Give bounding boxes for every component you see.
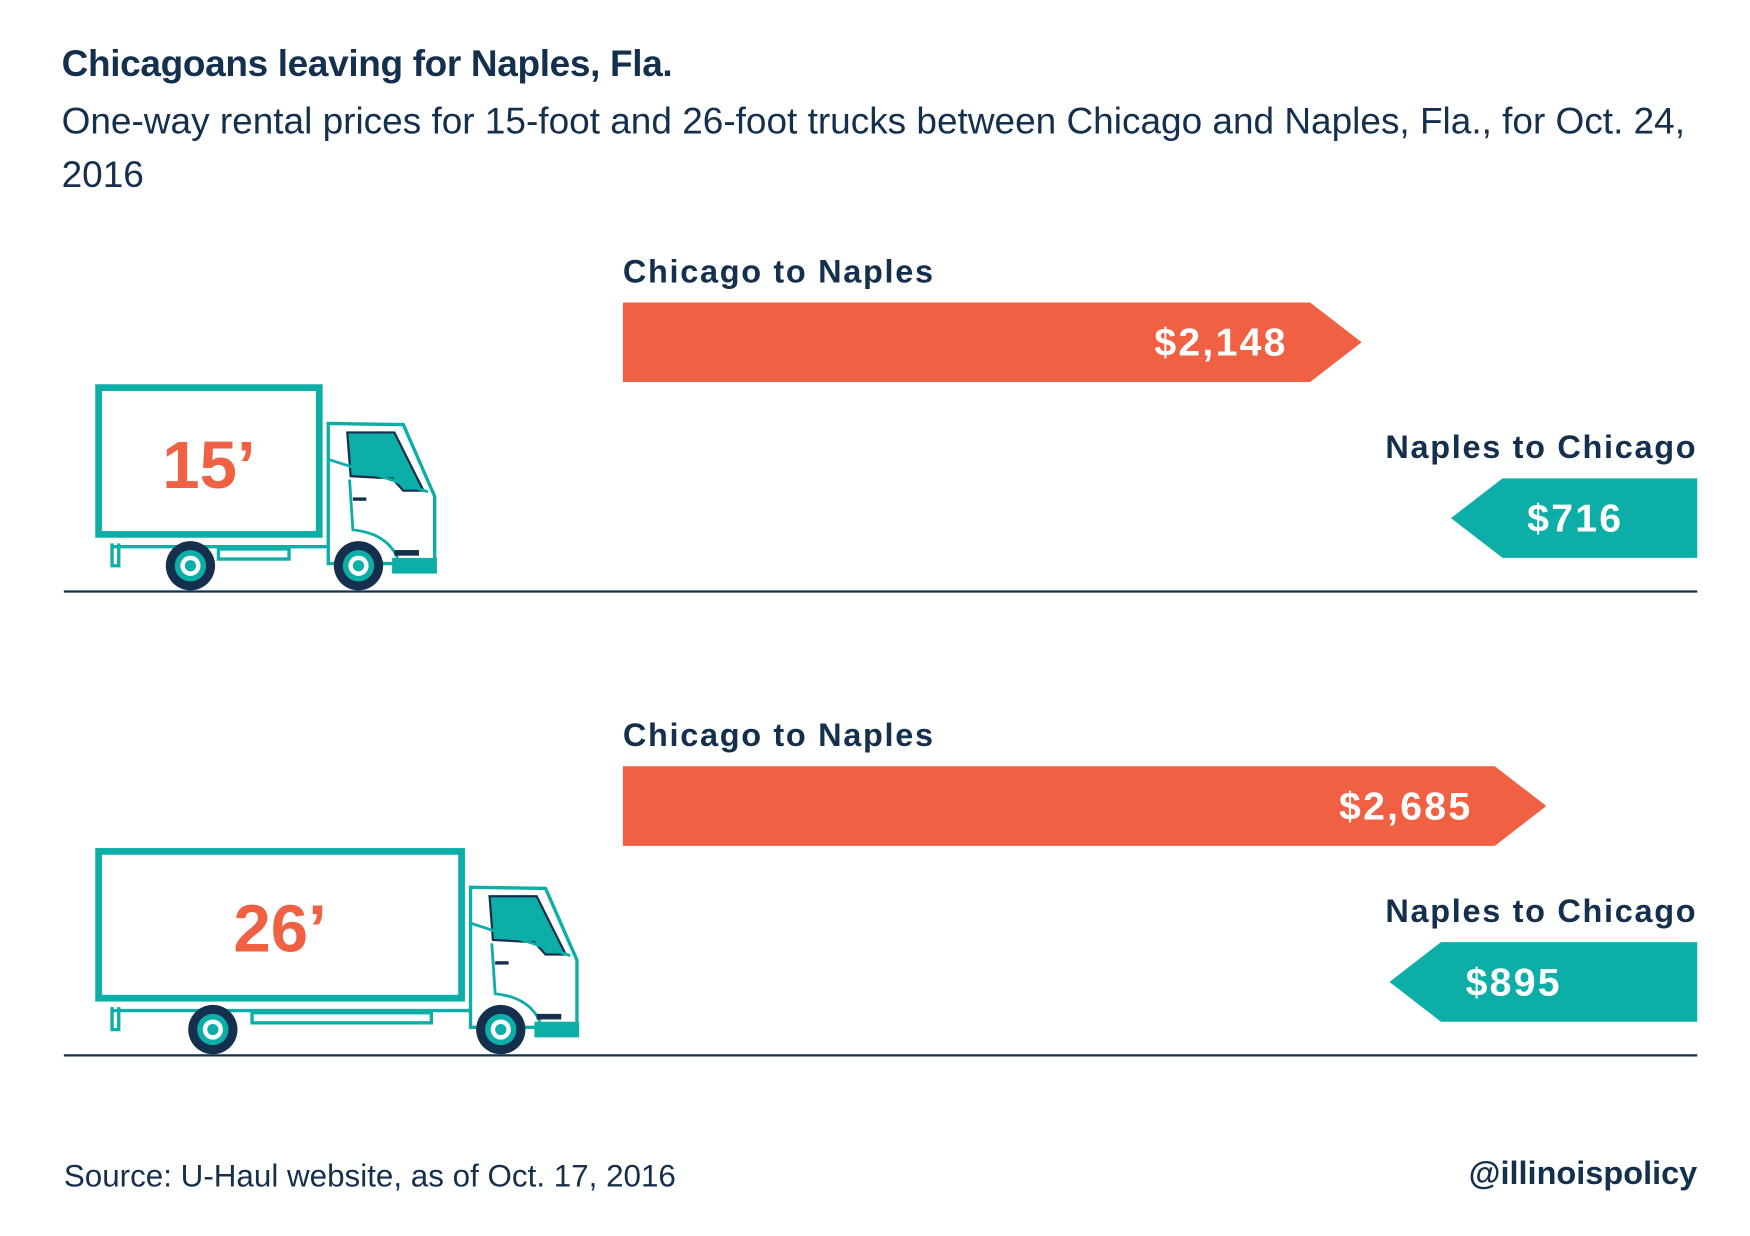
bar-outbound [622, 302, 1362, 383]
wheel-hub [184, 560, 197, 572]
chart-title: Chicagoans leaving for Naples, Fla. [61, 42, 673, 85]
wheel-hub [352, 560, 365, 572]
truck-side-step [216, 547, 291, 561]
truck-group-2: 26’ Chicago to Naples $2,685 Naples to Chic… [63, 717, 1698, 1057]
truck-door-handle [495, 961, 509, 965]
truck-size-label: 26’ [233, 892, 326, 967]
data-label: $2,148 [1154, 322, 1287, 365]
truck-chassis [110, 1007, 488, 1032]
data-label: $716 [1527, 498, 1623, 541]
bar-inbound [1389, 942, 1698, 1022]
bar-label: Chicago to Naples [623, 717, 935, 753]
bar-label: Chicago to Naples [623, 253, 935, 289]
truck-headlight [536, 1013, 562, 1020]
truck-bumper [392, 557, 437, 574]
chart-subtitle: One-way rental prices for 15-foot and 26… [61, 99, 1686, 195]
truck-window [488, 895, 568, 956]
bar-inbound [1450, 478, 1698, 558]
bar-outbound [622, 766, 1547, 846]
truck-cargo-box [95, 384, 323, 538]
truck-cargo-box [95, 848, 465, 1002]
bar-label: Naples to Chicago [1385, 893, 1697, 929]
truck-bumper [534, 1021, 580, 1038]
truck-group-1: 15’ Chicago to Naples $2,148 Naples to Chic… [63, 253, 1698, 593]
truck-window [346, 431, 426, 492]
bar-label: Naples to Chicago [1385, 429, 1697, 465]
wheel-hub [495, 1023, 507, 1036]
truck-side-step [250, 1011, 433, 1025]
truck-icon: 15’ [95, 384, 437, 591]
data-label: $2,685 [1339, 785, 1472, 828]
data-label: $895 [1466, 961, 1562, 1004]
wheel-hub [207, 1023, 219, 1036]
truck-headlight [394, 550, 419, 556]
truck-door-handle [352, 497, 367, 501]
truck-chassis [110, 543, 346, 568]
truck-size-label: 15’ [162, 428, 255, 503]
social-handle: @illinoispolicy [1468, 1156, 1698, 1192]
truck-icon: 26’ [95, 848, 580, 1055]
source-note: Source: U-Haul website, as of Oct. 17, 2… [63, 1158, 676, 1194]
